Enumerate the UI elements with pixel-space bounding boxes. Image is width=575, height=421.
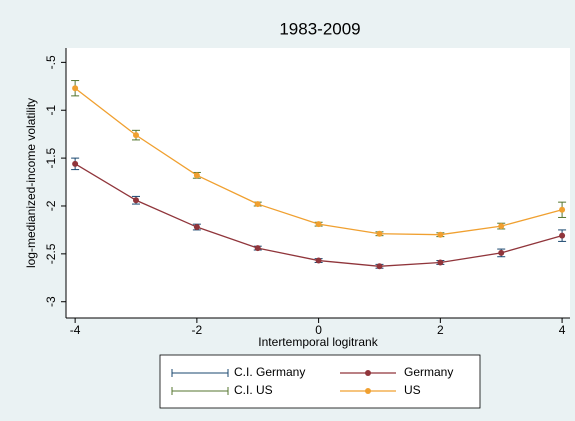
y-tick-label: -3 <box>44 296 58 307</box>
y-axis-label: log-medianized-income volatility <box>24 98 38 268</box>
data-point <box>376 263 383 270</box>
x-tick-label: 2 <box>437 323 444 337</box>
data-point <box>315 221 322 228</box>
data-point <box>437 231 444 238</box>
data-point <box>498 249 505 256</box>
data-point <box>254 245 261 252</box>
x-tick-label: -4 <box>70 323 81 337</box>
data-point <box>559 206 566 213</box>
legend <box>159 354 481 409</box>
legend-label: Germany <box>404 365 453 379</box>
data-point <box>498 223 505 230</box>
data-point <box>193 172 200 179</box>
legend-marker <box>365 388 371 394</box>
y-tick-label: -.5 <box>44 55 58 69</box>
y-tick-label: -1 <box>44 105 58 116</box>
data-point <box>72 85 79 92</box>
x-tick-label: 0 <box>315 323 322 337</box>
legend-label: US <box>404 383 421 397</box>
y-tick-label: -2.5 <box>44 243 58 264</box>
chart-title: 1983-2009 <box>279 19 360 38</box>
y-tick-label: -2 <box>44 200 58 211</box>
legend-marker <box>365 370 371 376</box>
data-point <box>376 230 383 237</box>
data-point <box>133 197 139 204</box>
data-point <box>254 201 261 208</box>
x-tick-label: 4 <box>559 323 566 337</box>
y-tick-label: -1.5 <box>44 147 58 168</box>
data-point <box>559 232 566 239</box>
plot-area <box>66 48 570 318</box>
data-point <box>72 160 79 167</box>
data-point <box>193 224 200 231</box>
data-point <box>315 257 322 264</box>
data-point <box>437 259 444 266</box>
legend-label: C.I. Germany <box>234 365 305 379</box>
legend-label: C.I. US <box>234 383 273 397</box>
data-point <box>133 132 139 139</box>
x-axis-label: Intertemporal logitrank <box>258 335 378 349</box>
x-tick-label: -2 <box>192 323 203 337</box>
